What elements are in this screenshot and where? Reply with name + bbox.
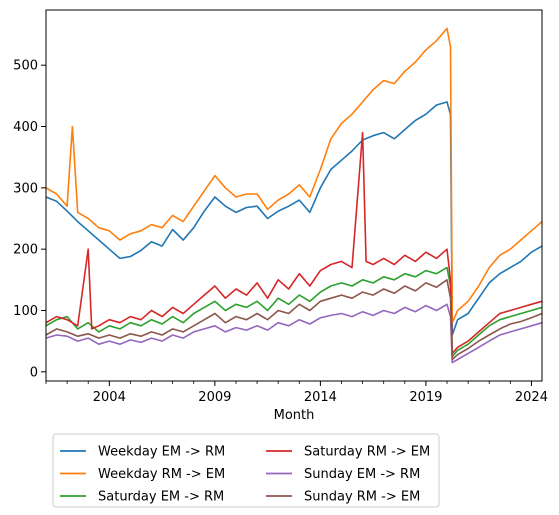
legend-label-1: Weekday EM -> RM (98, 445, 225, 460)
series-line-2 (45, 27, 543, 324)
y-tick-label: 0 (30, 365, 38, 380)
y-axis: 0 100 200 300 400 500 (13, 59, 46, 380)
x-tick-label: 2024 (515, 390, 548, 405)
y-tick-label: 100 (13, 304, 38, 319)
series-line-5 (45, 303, 543, 364)
legend-label-4: Saturday RM -> EM (304, 445, 430, 460)
x-axis: 2004 2009 2014 2019 2024 (45, 381, 548, 405)
y-tick-label: 200 (13, 243, 38, 258)
x-tick-label: 2014 (304, 390, 337, 405)
y-tick-label: 300 (13, 181, 38, 196)
plot-series-group (45, 27, 543, 364)
legend-label-2: Weekday RM -> EM (98, 467, 225, 482)
y-tick-label: 500 (13, 59, 38, 74)
series-line-1 (45, 101, 543, 336)
x-axis-title: Month (274, 408, 315, 423)
legend-label-3: Saturday EM -> RM (98, 490, 224, 505)
x-tick-label: 2004 (93, 390, 126, 405)
series-line-3 (45, 266, 543, 358)
series-line-4 (45, 131, 543, 355)
legend-label-5: Sunday EM -> RM (304, 467, 420, 482)
y-tick-label: 400 (13, 120, 38, 135)
plot-frame (45, 9, 543, 382)
x-tick-label: 2009 (198, 390, 231, 405)
legend-label-6: Sunday RM -> EM (304, 490, 420, 505)
legend: Weekday EM -> RM Weekday RM -> EM Saturday… (52, 433, 440, 508)
series-line-6 (45, 279, 543, 361)
x-tick-label: 2019 (409, 390, 442, 405)
legend-frame (52, 433, 440, 508)
